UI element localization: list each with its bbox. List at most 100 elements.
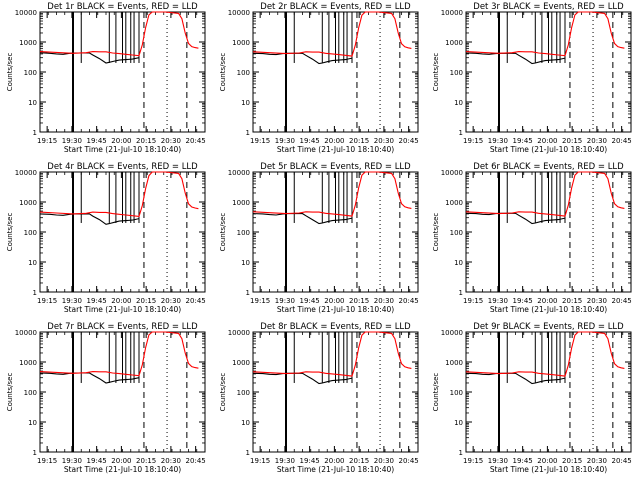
y-tick-label: 10 <box>454 419 463 427</box>
panel-det-3: Det 3r BLACK = Events, RED = LLD 1 10 100 10… <box>432 2 632 154</box>
y-tick-label: 10 <box>454 99 463 107</box>
x-tick-label: 19:15 <box>37 297 57 305</box>
x-tick-label: 20:45 <box>612 137 632 145</box>
x-axis-label: Start Time (21-Jul-10 18:10:40) <box>277 465 394 474</box>
y-tick-label: 1 <box>33 449 37 457</box>
series-events <box>252 372 353 385</box>
series-lld <box>39 331 199 377</box>
y-axis-label: Counts/sec <box>6 213 14 252</box>
x-tick-label: 20:00 <box>324 137 344 145</box>
panel-title: Det 4r BLACK = Events, RED = LLD <box>47 162 198 172</box>
x-tick-label: 20:45 <box>612 457 632 465</box>
y-tick-label: 1000 <box>445 199 463 207</box>
x-tick-label: 20:00 <box>111 297 131 305</box>
x-tick-label: 20:30 <box>587 297 607 305</box>
x-tick-label: 19:15 <box>37 137 57 145</box>
x-tick-label: 20:30 <box>161 137 181 145</box>
y-tick-label: 10 <box>28 99 37 107</box>
x-tick-label: 20:30 <box>587 137 607 145</box>
panel-det-1: Det 1r BLACK = Events, RED = LLD 1 10 100 10… <box>6 2 206 154</box>
x-tick-label: 20:15 <box>136 137 156 145</box>
x-axis-label: Start Time (21-Jul-10 18:10:40) <box>64 465 181 474</box>
x-tick-label: 20:30 <box>161 297 181 305</box>
panel-det-7: Det 7r BLACK = Events, RED = LLD 1 10 100 10… <box>6 322 206 474</box>
y-tick-label: 10 <box>28 419 37 427</box>
x-tick-label: 20:00 <box>537 457 557 465</box>
x-axis-label: Start Time (21-Jul-10 18:10:40) <box>490 305 607 314</box>
x-tick-label: 20:15 <box>562 457 582 465</box>
y-axis-label: Counts/sec <box>432 373 440 412</box>
panel-title: Det 9r BLACK = Events, RED = LLD <box>473 322 624 332</box>
y-tick-label: 100 <box>237 229 250 237</box>
x-tick-label: 20:30 <box>161 457 181 465</box>
x-tick-label: 19:45 <box>87 457 107 465</box>
x-tick-label: 20:45 <box>186 297 206 305</box>
y-axis-label: Counts/sec <box>432 53 440 92</box>
x-tick-label: 19:15 <box>250 297 270 305</box>
x-axis-label: Start Time (21-Jul-10 18:10:40) <box>490 145 607 154</box>
y-tick-label: 100 <box>237 389 250 397</box>
x-tick-label: 19:45 <box>300 457 320 465</box>
y-tick-label: 10000 <box>441 9 463 17</box>
series-events <box>39 372 140 384</box>
x-tick-label: 20:15 <box>349 297 369 305</box>
x-tick-label: 20:15 <box>136 297 156 305</box>
y-tick-label: 10000 <box>228 9 250 17</box>
y-tick-label: 100 <box>237 69 250 77</box>
panel-title: Det 3r BLACK = Events, RED = LLD <box>473 2 624 12</box>
x-tick-label: 19:30 <box>275 137 295 145</box>
y-tick-label: 100 <box>24 229 37 237</box>
x-tick-label: 19:30 <box>62 137 82 145</box>
x-tick-label: 20:45 <box>399 457 419 465</box>
x-tick-label: 20:15 <box>349 137 369 145</box>
x-tick-label: 19:45 <box>513 297 533 305</box>
panel-title: Det 5r BLACK = Events, RED = LLD <box>260 162 411 172</box>
x-axis-label: Start Time (21-Jul-10 18:10:40) <box>277 305 394 314</box>
x-tick-label: 19:45 <box>300 137 320 145</box>
y-tick-label: 10 <box>241 259 250 267</box>
y-tick-label: 1 <box>459 289 463 297</box>
y-tick-label: 1 <box>459 449 463 457</box>
series-lld <box>252 11 412 57</box>
series-lld <box>465 331 625 377</box>
y-tick-label: 1 <box>33 129 37 137</box>
y-axis-label: Counts/sec <box>219 373 227 412</box>
x-tick-label: 20:30 <box>374 457 394 465</box>
x-axis-label: Start Time (21-Jul-10 18:10:40) <box>277 145 394 154</box>
x-tick-label: 20:00 <box>537 137 557 145</box>
series-lld <box>465 11 625 57</box>
y-tick-label: 1000 <box>445 39 463 47</box>
y-tick-label: 100 <box>24 69 37 77</box>
x-tick-label: 19:30 <box>62 457 82 465</box>
x-tick-label: 19:30 <box>62 297 82 305</box>
x-tick-label: 19:30 <box>488 137 508 145</box>
x-axis-label: Start Time (21-Jul-10 18:10:40) <box>490 465 607 474</box>
y-axis-label: Counts/sec <box>432 213 440 252</box>
panel-det-9: Det 9r BLACK = Events, RED = LLD 1 10 100 10… <box>432 322 632 474</box>
series-lld <box>252 171 412 217</box>
y-axis-label: Counts/sec <box>219 53 227 92</box>
y-tick-label: 10 <box>454 259 463 267</box>
panel-title: Det 7r BLACK = Events, RED = LLD <box>47 322 198 332</box>
x-tick-label: 19:15 <box>463 457 483 465</box>
y-tick-label: 1 <box>459 129 463 137</box>
y-tick-label: 1000 <box>232 39 250 47</box>
y-tick-label: 1 <box>246 289 250 297</box>
series-events <box>252 213 353 225</box>
x-tick-label: 20:15 <box>136 457 156 465</box>
y-tick-label: 1000 <box>19 359 37 367</box>
x-tick-label: 19:30 <box>275 297 295 305</box>
y-tick-label: 1 <box>33 289 37 297</box>
x-tick-label: 19:30 <box>488 297 508 305</box>
y-tick-label: 10 <box>28 259 37 267</box>
panel-title: Det 2r BLACK = Events, RED = LLD <box>260 2 411 12</box>
panel-det-2: Det 2r BLACK = Events, RED = LLD 1 10 100 10… <box>219 2 419 154</box>
y-tick-label: 1000 <box>445 359 463 367</box>
y-tick-label: 10 <box>241 99 250 107</box>
y-tick-label: 10000 <box>228 169 250 177</box>
panel-det-5: Det 5r BLACK = Events, RED = LLD 1 10 100 10… <box>219 162 419 314</box>
series-lld <box>39 171 199 217</box>
y-tick-label: 1000 <box>19 199 37 207</box>
x-axis-label: Start Time (21-Jul-10 18:10:40) <box>64 145 181 154</box>
x-tick-label: 20:30 <box>587 457 607 465</box>
